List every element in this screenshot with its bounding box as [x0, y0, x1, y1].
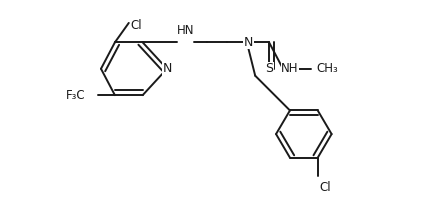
Text: N: N	[162, 62, 172, 75]
Text: F₃C: F₃C	[66, 89, 85, 102]
Text: HN: HN	[177, 24, 194, 37]
Text: NH: NH	[281, 62, 299, 75]
Text: Cl: Cl	[320, 181, 332, 194]
Text: N: N	[243, 36, 253, 49]
Text: Cl: Cl	[130, 19, 142, 32]
Text: S: S	[265, 62, 273, 75]
Text: CH₃: CH₃	[316, 62, 338, 75]
